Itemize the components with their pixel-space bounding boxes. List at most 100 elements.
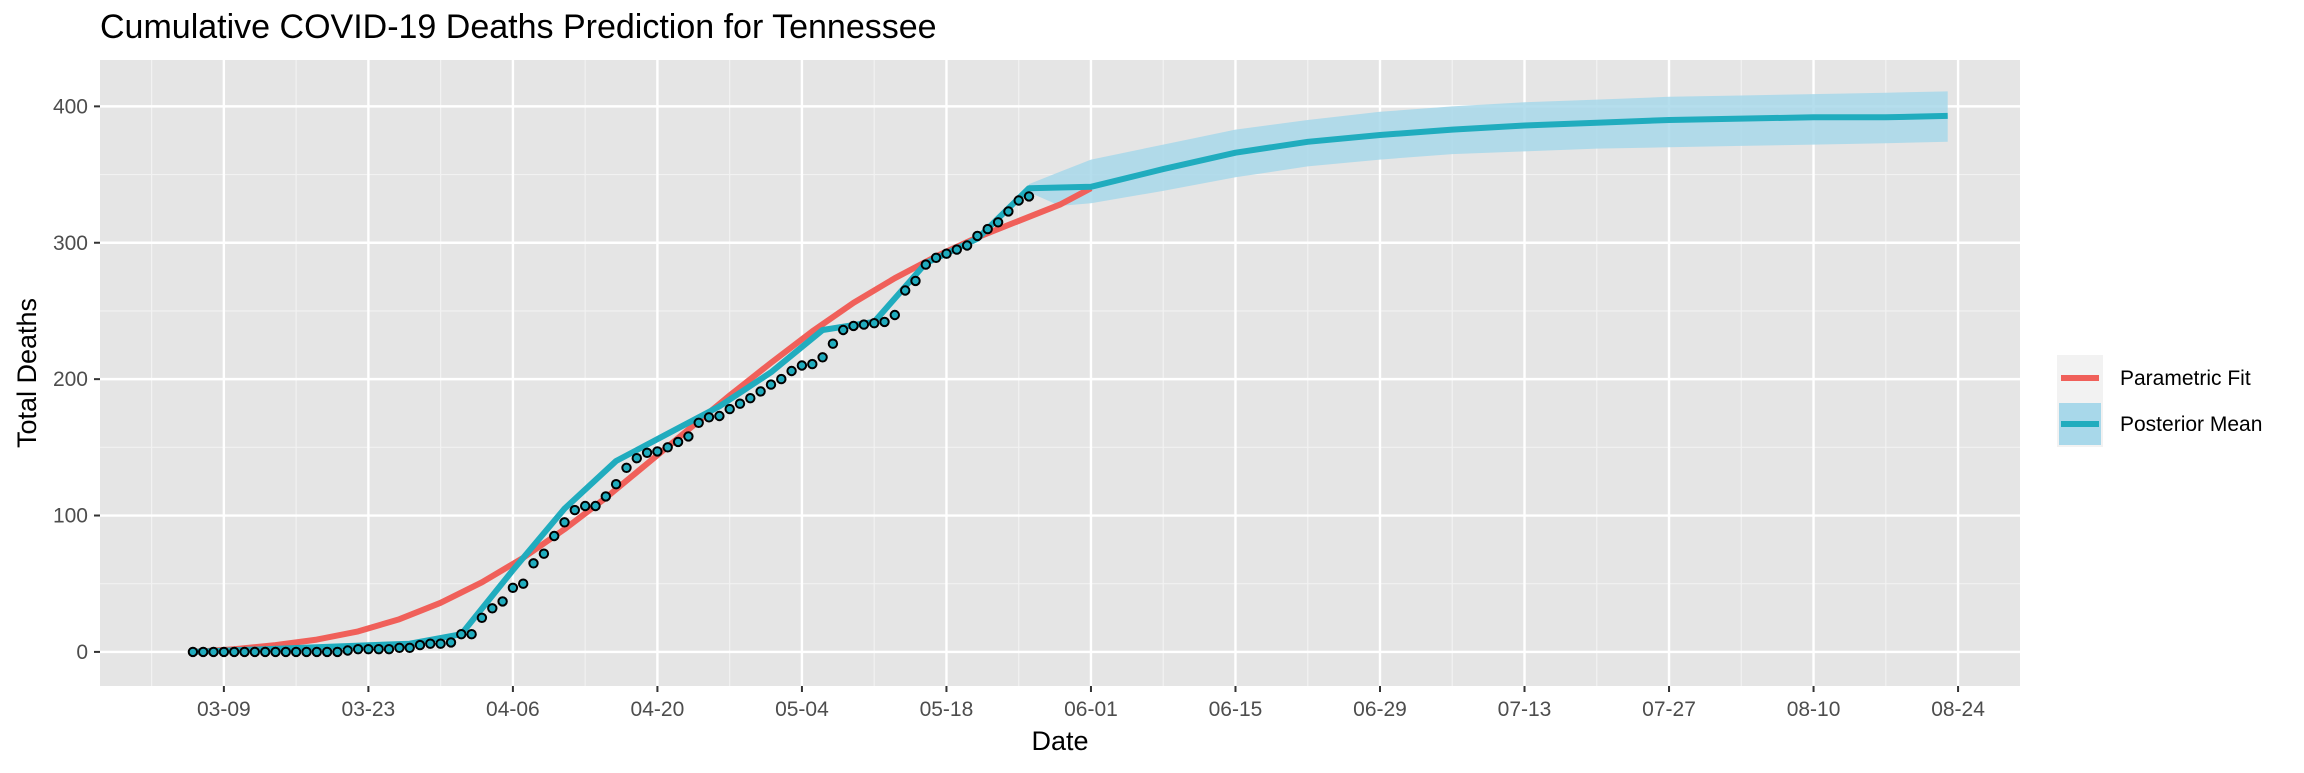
legend-label-posterior-mean: Posterior Mean xyxy=(2120,413,2262,436)
y-axis-title: Total Deaths xyxy=(12,298,42,448)
observed-point xyxy=(765,379,777,390)
observed-point xyxy=(549,530,560,542)
observed-point xyxy=(817,352,828,363)
observed-point xyxy=(610,479,622,490)
observed-point xyxy=(538,548,550,559)
observed-point xyxy=(435,638,446,649)
observed-point xyxy=(239,646,250,658)
observed-point xyxy=(363,644,374,655)
observed-point xyxy=(724,403,735,415)
x-tick-label: 03-09 xyxy=(197,698,251,721)
observed-point xyxy=(848,320,859,332)
observed-point xyxy=(518,578,529,589)
x-tick-label: 05-18 xyxy=(920,698,974,721)
observed-point xyxy=(941,248,952,259)
observed-point xyxy=(1023,191,1035,202)
y-tick-label: 100 xyxy=(53,505,88,528)
observed-point xyxy=(404,642,415,653)
observed-point xyxy=(383,644,395,655)
observed-point xyxy=(972,230,983,242)
points-layer xyxy=(187,191,1035,658)
grid-major xyxy=(100,60,2020,686)
plot-panel xyxy=(100,60,2020,686)
observed-point xyxy=(621,462,632,473)
observed-point xyxy=(869,318,880,329)
observed-point xyxy=(466,629,477,640)
observed-point xyxy=(652,446,663,457)
observed-point xyxy=(641,447,653,458)
observed-point xyxy=(796,360,808,371)
observed-point xyxy=(910,275,921,287)
legend-label-parametric-fit: Parametric Fit xyxy=(2120,367,2251,390)
observed-point xyxy=(342,645,353,656)
observed-point xyxy=(187,646,199,658)
y-tick-label: 200 xyxy=(53,368,88,391)
x-tick-label: 04-20 xyxy=(631,698,685,721)
observed-point xyxy=(858,319,870,330)
observed-point xyxy=(900,285,911,296)
observed-point xyxy=(672,436,684,448)
chart-title: Cumulative COVID-19 Deaths Prediction fo… xyxy=(100,8,937,46)
observed-point xyxy=(270,646,281,658)
observed-point xyxy=(445,637,457,648)
observed-point xyxy=(528,558,539,569)
observed-point xyxy=(476,612,488,623)
observed-point xyxy=(301,646,312,658)
observed-point xyxy=(569,504,580,516)
posterior-mean-line xyxy=(192,112,1948,655)
observed-point xyxy=(807,358,818,370)
observed-point xyxy=(961,240,973,251)
observed-point xyxy=(580,500,591,512)
x-tick-label: 08-24 xyxy=(1931,698,1985,721)
observed-point xyxy=(982,223,993,235)
observed-point xyxy=(879,316,890,328)
x-tick-label: 03-23 xyxy=(342,698,396,721)
observed-point xyxy=(1003,206,1014,217)
observed-point xyxy=(559,517,570,528)
observed-point xyxy=(631,453,642,464)
y-tick-label: 300 xyxy=(53,232,88,255)
observed-point xyxy=(951,244,962,255)
observed-point xyxy=(208,646,219,658)
observed-point xyxy=(456,629,467,640)
observed-point xyxy=(889,309,900,321)
observed-point xyxy=(745,393,756,404)
observed-point xyxy=(229,646,240,658)
observed-point xyxy=(920,259,931,270)
y-axis: 0 100 200 300 400 xyxy=(53,95,100,664)
observed-point xyxy=(249,646,261,658)
observed-point xyxy=(930,252,942,263)
observed-point xyxy=(714,410,725,422)
observed-point xyxy=(827,338,839,349)
legend: Parametric Fit Posterior Mean xyxy=(2057,355,2262,447)
observed-point xyxy=(332,646,343,658)
observed-point xyxy=(838,324,849,336)
observed-point xyxy=(321,646,333,658)
x-tick-label: 07-13 xyxy=(1498,698,1552,721)
observed-point xyxy=(425,638,436,649)
observed-point xyxy=(373,644,384,655)
observed-point xyxy=(497,596,508,607)
observed-point xyxy=(394,642,405,653)
observed-point xyxy=(776,373,787,385)
x-axis-title: Date xyxy=(1031,726,1088,756)
observed-point xyxy=(507,582,519,593)
x-tick-label: 06-01 xyxy=(1064,698,1118,721)
observed-point xyxy=(693,417,704,428)
y-tick-label: 400 xyxy=(53,95,88,118)
observed-point xyxy=(280,646,291,658)
observed-point xyxy=(311,646,322,658)
x-tick-label: 05-04 xyxy=(775,698,829,721)
observed-point xyxy=(198,646,209,658)
observed-point xyxy=(703,412,715,423)
observed-point xyxy=(218,646,230,658)
x-axis: 03-09 03-23 04-06 04-20 05-04 05-18 06-01 06-15… xyxy=(197,686,1985,721)
observed-point xyxy=(290,646,302,658)
observed-point xyxy=(662,442,673,453)
observed-point xyxy=(1013,195,1024,206)
x-tick-label: 07-27 xyxy=(1642,698,1696,721)
x-tick-label: 06-29 xyxy=(1353,698,1407,721)
observed-point xyxy=(786,365,797,377)
